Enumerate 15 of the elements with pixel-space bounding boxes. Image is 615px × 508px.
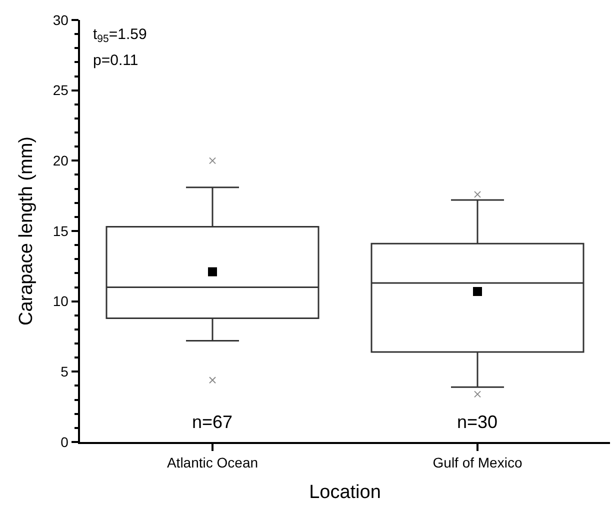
x-tick-label: Atlantic Ocean — [166, 454, 258, 471]
y-tick-label: 0 — [60, 434, 69, 450]
y-tick-label: 5 — [60, 364, 69, 380]
y-axis-title: Carapace length (mm) — [16, 136, 38, 326]
annotation: t$_{95}$=1.59 — [93, 26, 147, 46]
y-tick-label: 25 — [52, 82, 69, 98]
y-tick-label: 30 — [52, 12, 69, 28]
x-tick-label: Gulf of Mexico — [432, 454, 522, 471]
y-tick-label: 10 — [52, 293, 69, 310]
y-tick-label: 15 — [52, 222, 69, 239]
y-tick-label: 20 — [52, 152, 69, 169]
annotation: n=30 — [457, 412, 498, 432]
annotation: p=0.11 — [93, 52, 138, 69]
x-axis-title: Location — [309, 482, 381, 503]
annotation: n=67 — [192, 412, 233, 432]
